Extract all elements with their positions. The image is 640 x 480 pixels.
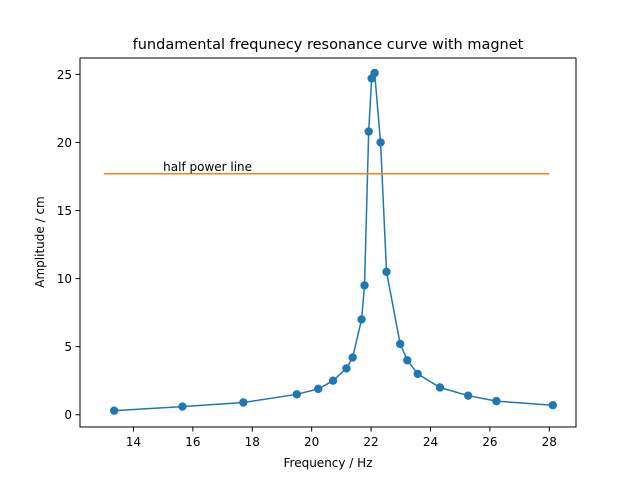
y-tick-label: 25	[57, 68, 72, 82]
data-point	[435, 383, 445, 392]
data-point	[382, 267, 391, 276]
y-tick-label: 5	[64, 340, 72, 354]
data-point	[492, 396, 501, 406]
data-point	[314, 384, 323, 394]
x-tick-label: 22	[363, 435, 378, 449]
x-tick-label: 18	[245, 435, 260, 449]
annotation-label: half power line	[163, 160, 252, 174]
axes-frame	[79, 57, 577, 428]
data-point	[413, 369, 422, 379]
y-tick-label: 0	[64, 408, 72, 422]
y-tick-label: 20	[57, 136, 72, 150]
series-0-line	[114, 70, 553, 412]
data-point	[364, 127, 373, 136]
data-point	[328, 376, 338, 385]
data-point	[342, 364, 351, 373]
chart-title: fundamental frequnecy resonance curve wi…	[133, 37, 524, 53]
data-point	[292, 390, 302, 399]
x-tick-label: 14	[126, 435, 141, 449]
x-axis-ticks: 14 16 18 20 22 24 26 28	[126, 427, 557, 449]
y-tick-label: 10	[57, 272, 72, 286]
data-point	[376, 138, 385, 147]
data-point	[360, 281, 369, 290]
data-point	[463, 391, 473, 400]
x-tick-label: 28	[542, 435, 557, 449]
x-tick-label: 16	[185, 435, 200, 449]
x-tick-label: 20	[304, 435, 319, 449]
x-axis-label: Frequency / Hz	[284, 456, 373, 470]
y-tick-label: 15	[57, 204, 72, 218]
data-point	[548, 401, 558, 410]
data-point	[239, 398, 248, 407]
data-point	[357, 315, 366, 324]
x-tick-label: 26	[482, 435, 497, 449]
data-point	[370, 68, 379, 78]
data-point	[403, 356, 412, 365]
data-point	[395, 339, 405, 349]
y-axis-ticks: 0 5 10 15 20 25	[57, 68, 80, 422]
plot-content: half power line	[103, 68, 558, 415]
data-point	[109, 406, 119, 415]
data-point	[348, 353, 357, 362]
x-tick-label: 24	[423, 435, 438, 449]
data-point	[178, 402, 187, 411]
y-axis-label: Amplitude / cm	[33, 196, 47, 287]
